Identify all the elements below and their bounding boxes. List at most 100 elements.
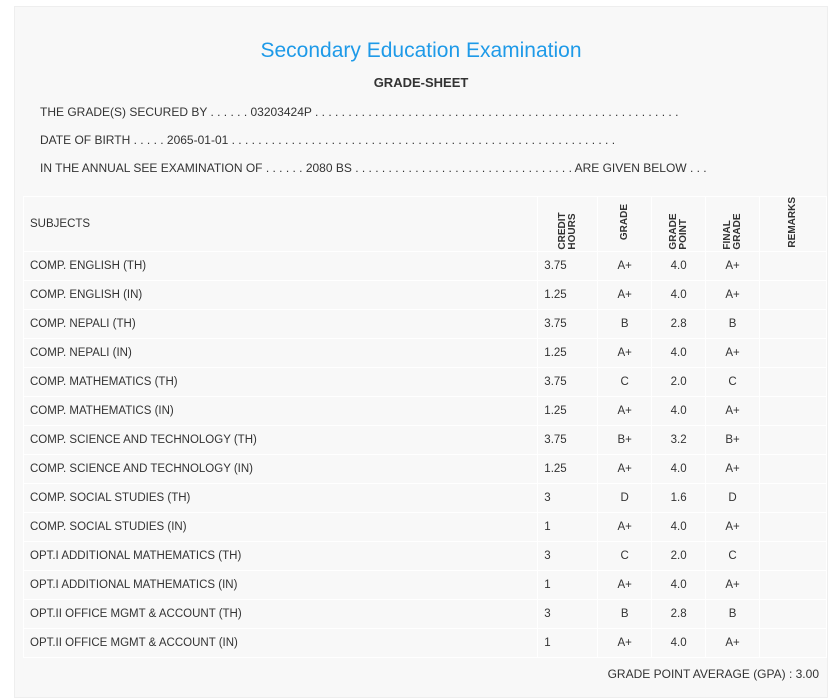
remarks-cell xyxy=(759,540,827,571)
final-grade-header: FINAL GRADE xyxy=(705,196,761,252)
grade-point-cell: 1.6 xyxy=(651,482,707,513)
remarks-cell xyxy=(759,424,827,455)
credit-hours-cell: 3 xyxy=(537,598,599,629)
final-grade-cell: B+ xyxy=(705,424,761,455)
remarks-cell xyxy=(759,308,827,339)
grade-point-cell: 4.0 xyxy=(651,627,707,658)
remarks-cell xyxy=(759,482,827,513)
remarks-cell xyxy=(759,250,827,281)
credit-hours-cell: 1 xyxy=(537,511,599,542)
table-row: COMP. SOCIAL STUDIES (TH) 3 D 1.6 D xyxy=(22,482,827,513)
final-grade-cell: C xyxy=(705,366,761,397)
subject-cell: COMP. ENGLISH (IN) xyxy=(22,279,539,310)
credit-hours-cell: 3.75 xyxy=(537,366,599,397)
subject-cell: OPT.II OFFICE MGMT & ACCOUNT (IN) xyxy=(22,627,539,658)
remarks-header: REMARKS xyxy=(759,196,827,252)
subject-cell: COMP. NEPALI (IN) xyxy=(22,337,539,368)
final-grade-cell: A+ xyxy=(705,453,761,484)
credit-hours-cell: 3.75 xyxy=(537,424,599,455)
remarks-cell xyxy=(759,511,827,542)
remarks-cell xyxy=(759,453,827,484)
grades-table: SUBJECTS CREDIT HOURS GRADE GRADE POINT … xyxy=(22,196,827,658)
final-grade-cell: A+ xyxy=(705,337,761,368)
credit-hours-cell: 1.25 xyxy=(537,279,599,310)
credit-hours-cell: 1 xyxy=(537,627,599,658)
grade-cell: A+ xyxy=(597,627,653,658)
subject-cell: OPT.I ADDITIONAL MATHEMATICS (IN) xyxy=(22,569,539,600)
credit-hours-header: CREDIT HOURS xyxy=(537,196,599,252)
final-grade-cell: B xyxy=(705,598,761,629)
grade-point-cell: 2.0 xyxy=(651,540,707,571)
grade-cell: A+ xyxy=(597,337,653,368)
subject-cell: OPT.II OFFICE MGMT & ACCOUNT (TH) xyxy=(22,598,539,629)
table-row: COMP. ENGLISH (IN) 1.25 A+ 4.0 A+ xyxy=(22,279,827,310)
final-grade-cell: D xyxy=(705,482,761,513)
subject-cell: COMP. SOCIAL STUDIES (TH) xyxy=(22,482,539,513)
grade-point-cell: 4.0 xyxy=(651,337,707,368)
credit-hours-cell: 1.25 xyxy=(537,337,599,368)
final-grade-cell: C xyxy=(705,540,761,571)
grade-cell: A+ xyxy=(597,279,653,310)
grade-cell: C xyxy=(597,540,653,571)
credit-hours-cell: 3.75 xyxy=(537,250,599,281)
grade-point-cell: 2.8 xyxy=(651,308,707,339)
grade-cell: A+ xyxy=(597,511,653,542)
grade-cell: B xyxy=(597,598,653,629)
grade-sheet-card: Secondary Education Examination GRADE-SH… xyxy=(14,6,828,698)
final-grade-cell: A+ xyxy=(705,569,761,600)
secured-by-line: THE GRADE(S) SECURED BY . . . . . . 0320… xyxy=(40,105,679,119)
subject-cell: COMP. NEPALI (TH) xyxy=(22,308,539,339)
grade-point-cell: 2.0 xyxy=(651,366,707,397)
grade-point-header: GRADE POINT xyxy=(651,196,707,252)
remarks-cell xyxy=(759,598,827,629)
gpa-summary: GRADE POINT AVERAGE (GPA) : 3.00 xyxy=(607,667,819,681)
dob-line: DATE OF BIRTH . . . . . 2065-01-01 . . .… xyxy=(40,133,616,147)
table-row: COMP. NEPALI (TH) 3.75 B 2.8 B xyxy=(22,308,827,339)
credit-hours-cell: 1.25 xyxy=(537,395,599,426)
table-row: OPT.I ADDITIONAL MATHEMATICS (TH) 3 C 2.0 C xyxy=(22,540,827,571)
subject-cell: COMP. MATHEMATICS (TH) xyxy=(22,366,539,397)
final-grade-cell: A+ xyxy=(705,250,761,281)
table-row: COMP. SCIENCE AND TECHNOLOGY (TH) 3.75 B+ 3… xyxy=(22,424,827,455)
table-row: COMP. ENGLISH (TH) 3.75 A+ 4.0 A+ xyxy=(22,250,827,281)
credit-hours-cell: 1 xyxy=(537,569,599,600)
remarks-cell xyxy=(759,366,827,397)
final-grade-cell: A+ xyxy=(705,395,761,426)
grade-point-cell: 4.0 xyxy=(651,279,707,310)
credit-hours-cell: 1.25 xyxy=(537,453,599,484)
subject-cell: COMP. MATHEMATICS (IN) xyxy=(22,395,539,426)
table-row: COMP. SCIENCE AND TECHNOLOGY (IN) 1.25 A+ 4… xyxy=(22,453,827,484)
final-grade-cell: A+ xyxy=(705,511,761,542)
grade-cell: C xyxy=(597,366,653,397)
credit-hours-cell: 3 xyxy=(537,540,599,571)
grade-point-cell: 4.0 xyxy=(651,453,707,484)
remarks-cell xyxy=(759,569,827,600)
grade-sheet-heading: GRADE-SHEET xyxy=(373,75,469,90)
exam-title: Secondary Education Examination xyxy=(260,39,582,62)
table-row: COMP. SOCIAL STUDIES (IN) 1 A+ 4.0 A+ xyxy=(22,511,827,542)
table-row: COMP. NEPALI (IN) 1.25 A+ 4.0 A+ xyxy=(22,337,827,368)
grade-cell: A+ xyxy=(597,250,653,281)
final-grade-cell: B xyxy=(705,308,761,339)
credit-hours-cell: 3 xyxy=(537,482,599,513)
table-header: SUBJECTS CREDIT HOURS GRADE GRADE POINT … xyxy=(22,196,827,252)
remarks-cell xyxy=(759,279,827,310)
table-row: OPT.II OFFICE MGMT & ACCOUNT (IN) 1 A+ 4.0 A… xyxy=(22,627,827,658)
subject-cell: COMP. ENGLISH (TH) xyxy=(22,250,539,281)
grade-point-cell: 2.8 xyxy=(651,598,707,629)
grade-cell: A+ xyxy=(597,569,653,600)
table-row: COMP. MATHEMATICS (IN) 1.25 A+ 4.0 A+ xyxy=(22,395,827,426)
grade-cell: A+ xyxy=(597,395,653,426)
subject-cell: COMP. SOCIAL STUDIES (IN) xyxy=(22,511,539,542)
remarks-cell xyxy=(759,395,827,426)
grade-cell: B xyxy=(597,308,653,339)
subject-cell: OPT.I ADDITIONAL MATHEMATICS (TH) xyxy=(22,540,539,571)
subject-cell: COMP. SCIENCE AND TECHNOLOGY (TH) xyxy=(22,424,539,455)
table-row: OPT.II OFFICE MGMT & ACCOUNT (TH) 3 B 2.8 B xyxy=(22,598,827,629)
grade-point-cell: 4.0 xyxy=(651,569,707,600)
subjects-header: SUBJECTS xyxy=(22,196,539,252)
subject-cell: COMP. SCIENCE AND TECHNOLOGY (IN) xyxy=(22,453,539,484)
grade-cell: A+ xyxy=(597,453,653,484)
grade-header: GRADE xyxy=(597,196,653,252)
final-grade-cell: A+ xyxy=(705,279,761,310)
